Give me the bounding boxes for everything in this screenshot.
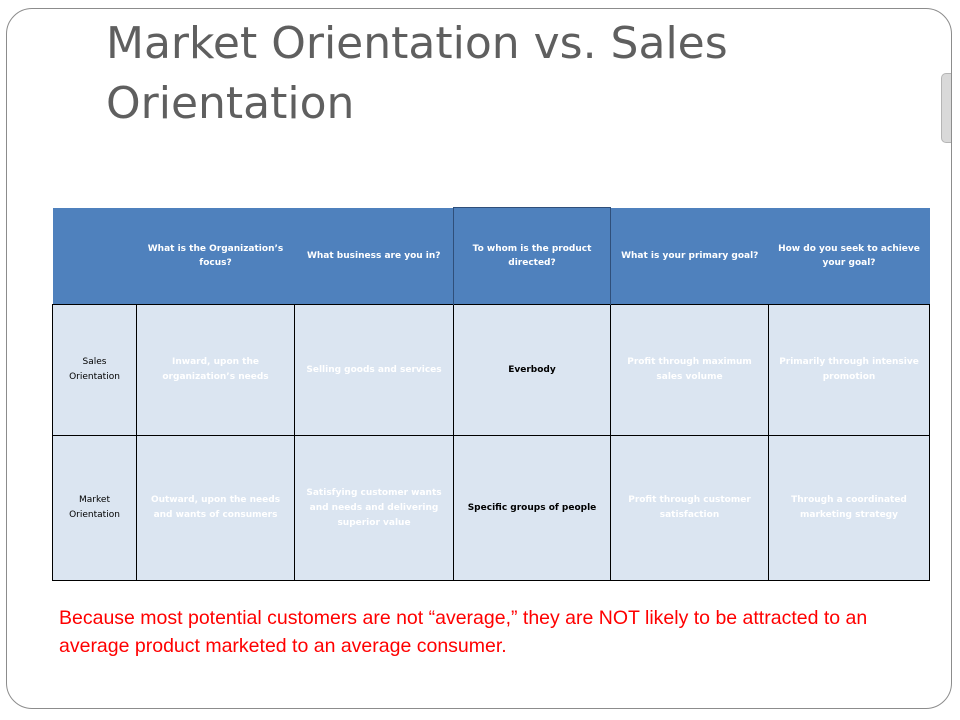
row-label-market-orientation: Market Orientation	[52, 435, 137, 581]
table-cell: Selling goods and services	[294, 304, 454, 436]
slide-title: Market Orientation vs. Sales Orientation	[106, 18, 728, 129]
table-cell: Everbody	[453, 304, 611, 436]
header-cell-focus: What is the Organization’s focus?	[136, 207, 295, 305]
header-cell-empty	[52, 207, 137, 305]
row-label-sales-orientation: Sales Orientation	[52, 304, 137, 436]
table-cell: Profit through maximum sales volume	[610, 304, 769, 436]
table-row: Sales Orientation Inward, upon the organ…	[52, 304, 930, 436]
table-cell: Primarily through intensive promotion	[768, 304, 930, 436]
header-cell-achieve: How do you seek to achieve your goal?	[768, 207, 930, 305]
slide-edge-tab	[941, 73, 951, 143]
table-cell: Specific groups of people	[453, 435, 611, 581]
table-cell: Inward, upon the organization’s needs	[136, 304, 295, 436]
orientation-comparison-table: What is the Organization’s focus? What b…	[52, 207, 930, 581]
table-cell: Profit through customer satisfaction	[610, 435, 769, 581]
header-cell-goal: What is your primary goal?	[610, 207, 769, 305]
header-cell-business: What business are you in?	[294, 207, 454, 305]
table-cell: Through a coordinated marketing strategy	[768, 435, 930, 581]
table-header-row: What is the Organization’s focus? What b…	[52, 207, 930, 305]
table-cell: Satisfying customer wants and needs and …	[294, 435, 454, 581]
slide-note: Because most potential customers are not…	[59, 607, 868, 657]
table-cell: Outward, upon the needs and wants of con…	[136, 435, 295, 581]
header-cell-directed: To whom is the product directed?	[453, 207, 611, 305]
table-row: Market Orientation Outward, upon the nee…	[52, 435, 930, 581]
